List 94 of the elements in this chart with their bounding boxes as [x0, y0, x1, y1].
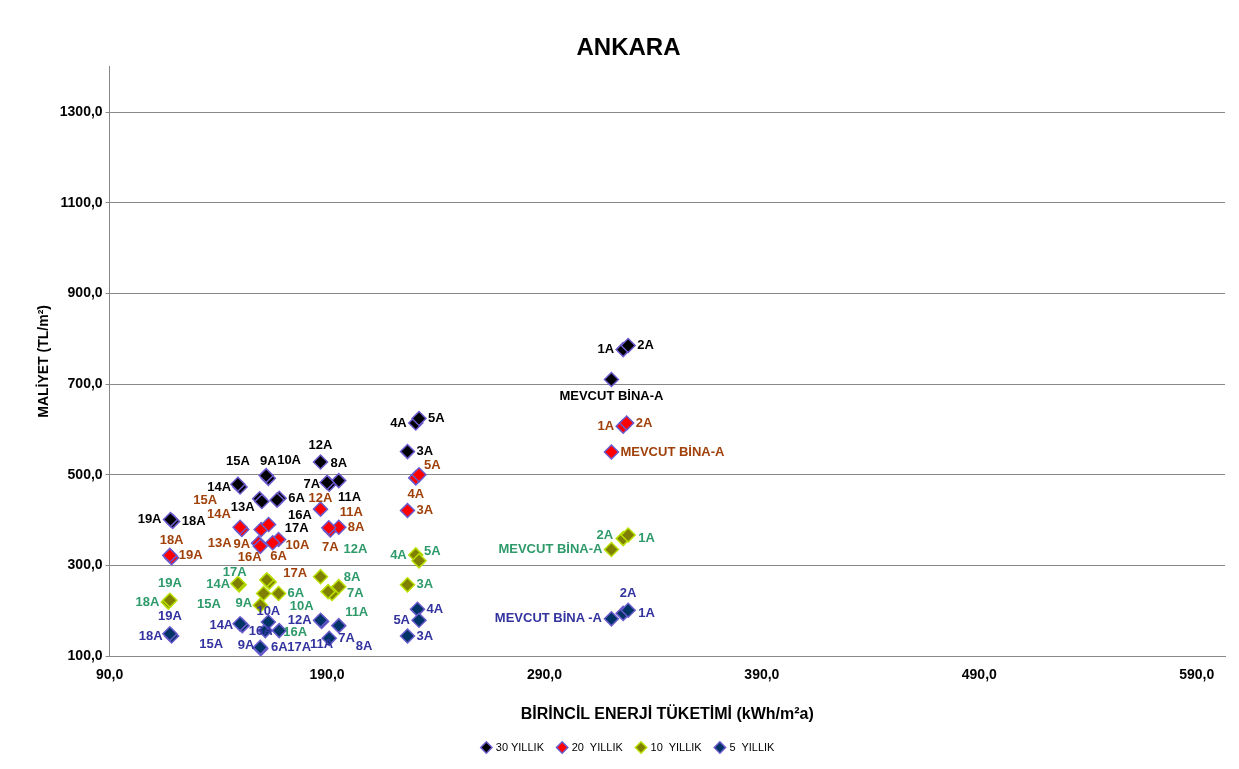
annotation: 5A — [424, 457, 442, 473]
annotation: 8A — [347, 518, 366, 534]
x-tick-label: 190,0 — [309, 666, 345, 683]
annotation: 5A — [428, 410, 446, 426]
annotation: 18A — [159, 532, 185, 548]
annotation: 10A — [277, 452, 302, 468]
annotation: 9A — [260, 452, 278, 468]
annotation: 3A — [416, 443, 434, 459]
annotation: 2A — [619, 584, 638, 600]
x-tick-label: 290,0 — [526, 666, 563, 683]
annotation: 9A — [237, 637, 255, 653]
annotation: MEVCUT BİNA-A — [620, 443, 726, 459]
annotation: 2A — [596, 526, 614, 542]
annotation: 11A — [310, 636, 334, 652]
annotation: 17A — [284, 520, 310, 536]
annotation: 15A — [197, 596, 222, 612]
annotation: 7A — [322, 538, 340, 554]
x-tick-label: 590,0 — [1179, 666, 1215, 683]
annotation: 6A — [288, 489, 306, 505]
annotation: MEVCUT BİNA -A — [494, 610, 603, 626]
annotation: 15A — [193, 491, 218, 507]
annotation: 3A — [416, 576, 434, 592]
annotation: 9A — [235, 594, 253, 610]
annotation: 1A — [597, 417, 615, 433]
annotation: 4A — [407, 486, 425, 502]
annotation: 7A — [347, 585, 365, 601]
annotation: 1A — [597, 341, 615, 357]
annotation: 9A — [233, 536, 251, 552]
annotation: 19A — [137, 511, 163, 527]
y-tick-label: 700,0 — [67, 374, 103, 391]
annotation: 16A — [237, 549, 263, 565]
annotation: 17A — [287, 638, 312, 654]
y-tick-label: 300,0 — [67, 556, 103, 573]
annotation: 6A — [270, 639, 289, 655]
x-tick-label: 490,0 — [961, 666, 998, 683]
y-tick-label: 1100,0 — [60, 193, 103, 210]
annotation: 16A — [248, 623, 274, 639]
annotation: 6A — [287, 585, 305, 601]
annotation: 10A — [256, 602, 281, 618]
annotation: 11A — [338, 488, 362, 504]
legend-label: 5 YILLIK — [729, 740, 776, 753]
annotation: 18A — [181, 512, 207, 528]
annotation: 14A — [206, 506, 232, 522]
legend-label: 10 YILLIK — [650, 740, 703, 753]
annotation: 6A — [270, 548, 288, 564]
annotation: 18A — [135, 593, 160, 609]
y-tick-label: 1300,0 — [59, 102, 103, 119]
y-tick-label: 900,0 — [67, 284, 103, 301]
annotation: 1A — [638, 530, 656, 546]
legend-label: 20 YILLIK — [571, 740, 624, 753]
annotation: 15A — [199, 636, 224, 652]
annotation: MEVCUT BİNA-A — [498, 541, 604, 557]
annotation: 5A — [393, 611, 411, 627]
x-tick-label: 390,0 — [744, 666, 780, 683]
annotation: 2A — [635, 414, 653, 430]
annotation: 11A — [339, 504, 364, 520]
annotation: 16A — [288, 506, 313, 522]
annotation: 14A — [209, 617, 234, 633]
annotation: 3A — [416, 627, 434, 643]
y-tick-label: 500,0 — [67, 465, 103, 482]
annotation: 12A — [308, 436, 334, 452]
annotation: 4A — [390, 414, 408, 430]
x-tick-label: 90,0 — [96, 666, 124, 683]
annotation: 15A — [225, 452, 251, 468]
annotation: 12A — [308, 489, 334, 505]
annotation: 8A — [355, 638, 374, 654]
annotation: 2A — [637, 337, 655, 353]
annotation: 5A — [424, 543, 442, 559]
annotation: 18A — [138, 627, 164, 643]
y-axis-title: MALİYET (TL/m²) — [35, 305, 52, 418]
annotation: 12A — [343, 541, 368, 557]
annotation: 4A — [390, 546, 408, 562]
annotation: 19A — [157, 608, 183, 624]
annotation: 10A — [289, 598, 315, 614]
annotation: 7A — [303, 475, 321, 491]
annotation: 8A — [343, 569, 362, 585]
annotation: 19A — [178, 546, 204, 562]
annotation: 3A — [416, 502, 434, 518]
annotation: 19A — [157, 574, 183, 590]
annotation: 13A — [230, 499, 256, 515]
annotation: MEVCUT BİNA-A — [559, 388, 665, 404]
annotation: 1A — [638, 604, 656, 620]
legend-label: 30 YILLIK — [495, 740, 545, 753]
annotation: 7A — [338, 629, 356, 645]
annotation: 10A — [285, 537, 311, 553]
y-tick-label: 100,0 — [67, 646, 103, 663]
chart-title: ANKARA — [576, 33, 681, 61]
annotation: 4A — [426, 600, 444, 616]
annotation: 14A — [207, 478, 232, 494]
annotation: 13A — [207, 534, 233, 550]
annotation: 11A — [345, 604, 369, 620]
annotation: 8A — [330, 455, 348, 471]
x-axis-title: BİRİNCİL ENERJİ TÜKETİMİ (kWh/m²a) — [520, 703, 814, 722]
annotation: 17A — [283, 564, 308, 580]
